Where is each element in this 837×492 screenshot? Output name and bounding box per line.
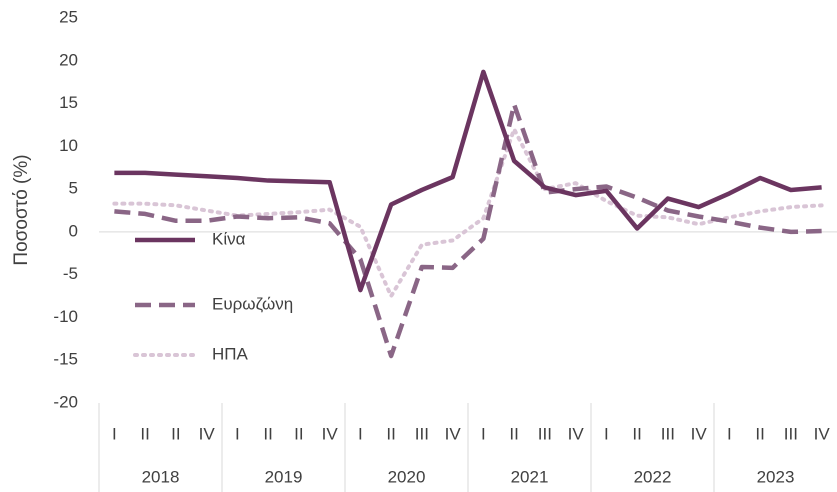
x-tick-label: I — [481, 424, 486, 443]
series-line — [114, 102, 822, 359]
x-tick-label: I — [358, 424, 363, 443]
x-tick-label: I — [727, 424, 732, 443]
series-line — [112, 127, 824, 299]
x-tick-label: II — [263, 424, 272, 443]
x-tick-label: IV — [322, 424, 339, 443]
x-tick-label: III — [784, 424, 798, 443]
x-tick-label: IV — [814, 424, 831, 443]
year-label: 2018 — [142, 467, 180, 486]
x-tick-label: II — [294, 424, 303, 443]
year-label: 2023 — [757, 467, 795, 486]
year-label: 2019 — [265, 467, 303, 486]
year-label: 2021 — [511, 467, 549, 486]
y-tick-label: 10 — [59, 136, 78, 155]
x-tick-label: IV — [568, 424, 585, 443]
y-tick-label: 15 — [59, 93, 78, 112]
x-tick-label: II — [171, 424, 180, 443]
x-tick-label: III — [415, 424, 429, 443]
x-tick-label: IV — [691, 424, 708, 443]
y-tick-label: 0 — [69, 221, 78, 240]
y-axis-label: Ποσοστό (%) — [11, 154, 32, 265]
x-tick-label: II — [755, 424, 764, 443]
series-line — [114, 69, 822, 293]
x-tick-label: I — [604, 424, 609, 443]
y-tick-label: -10 — [53, 307, 78, 326]
x-tick-label: II — [386, 424, 395, 443]
y-tick-label: -5 — [63, 264, 78, 283]
y-tick-label: 25 — [59, 7, 78, 26]
x-tick-label: IV — [445, 424, 462, 443]
legend-label: Κίνα — [212, 229, 246, 248]
x-tick-label: IV — [199, 424, 216, 443]
legend-label: ΗΠΑ — [212, 344, 249, 363]
y-tick-label: 20 — [59, 50, 78, 69]
y-tick-label: 5 — [69, 179, 78, 198]
x-tick-label: II — [140, 424, 149, 443]
x-tick-label: I — [112, 424, 117, 443]
x-tick-label: II — [632, 424, 641, 443]
year-label: 2020 — [388, 467, 426, 486]
year-label: 2022 — [634, 467, 672, 486]
x-tick-label: II — [509, 424, 518, 443]
legend-label: Ευρωζώνη — [212, 294, 293, 313]
y-tick-label: -20 — [53, 392, 78, 411]
x-tick-label: III — [661, 424, 675, 443]
x-tick-label: III — [538, 424, 552, 443]
y-tick-label: -15 — [53, 350, 78, 369]
x-tick-label: I — [235, 424, 240, 443]
